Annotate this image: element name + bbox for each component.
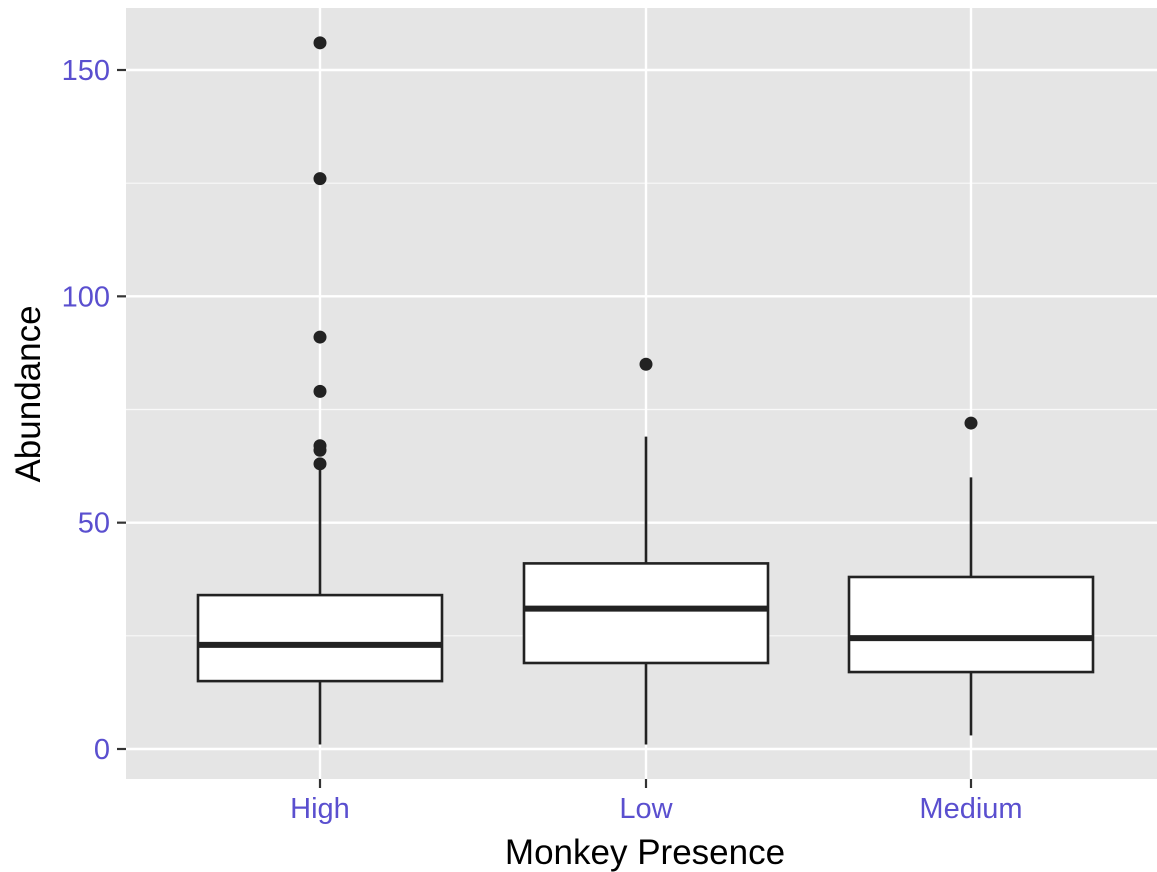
outlier-point: [313, 36, 327, 50]
y-tick-label: 0: [94, 734, 110, 766]
y-tick-label: 150: [62, 55, 110, 87]
outlier-point: [313, 384, 327, 398]
y-axis-ticks: 0 50 100 150: [62, 55, 126, 766]
box-iqr: [522, 562, 770, 665]
outlier-point: [639, 357, 653, 371]
x-axis-ticks: High Low Medium: [290, 779, 1023, 825]
outlier-point: [313, 172, 327, 186]
y-tick-label: 50: [78, 508, 110, 540]
y-axis-title: Abundance: [9, 305, 48, 482]
outlier-point: [313, 439, 327, 453]
outlier-point: [313, 330, 327, 344]
boxes: [196, 36, 1095, 745]
box-group-low: [522, 357, 770, 745]
x-tick-label: High: [290, 793, 350, 825]
outlier-point: [313, 457, 327, 471]
x-tick-label: Low: [619, 793, 673, 825]
box-iqr: [196, 593, 444, 683]
outlier-point: [964, 416, 978, 430]
box-group-high: [196, 36, 444, 745]
x-axis-title: Monkey Presence: [505, 833, 785, 872]
x-tick-label: Medium: [919, 793, 1022, 825]
box-iqr: [847, 575, 1095, 674]
y-tick-label: 100: [62, 281, 110, 313]
box-group-medium: [847, 416, 1095, 736]
